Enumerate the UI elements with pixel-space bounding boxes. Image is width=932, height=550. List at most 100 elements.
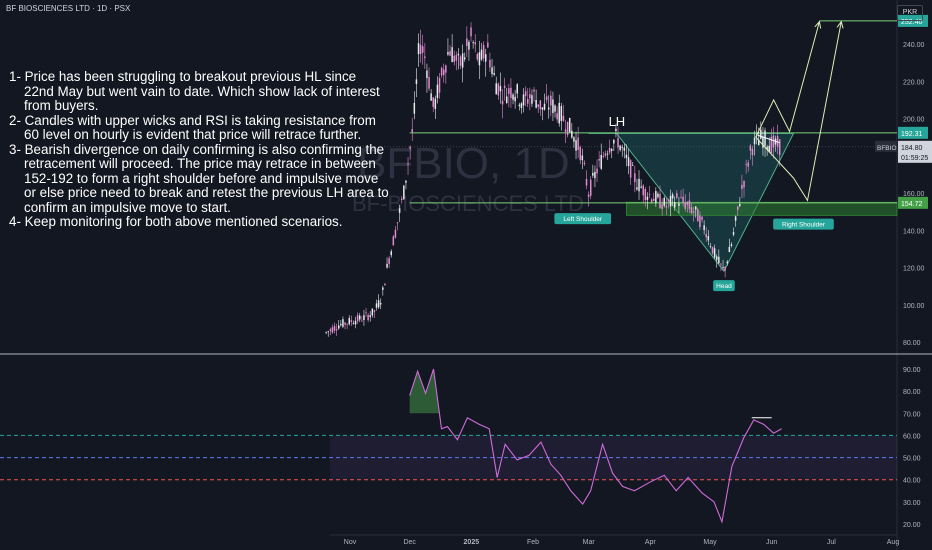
candle-body <box>508 88 510 94</box>
candle-body <box>619 145 621 151</box>
candle-body <box>747 162 749 167</box>
price-tick-120: 120.00 <box>903 266 925 273</box>
candle-body <box>648 193 651 195</box>
candle-body <box>409 146 411 149</box>
note-4: 4- Keep monitoring for both above mentio… <box>9 214 343 229</box>
candle-body <box>650 199 653 203</box>
candle-body <box>337 325 340 329</box>
rsi-tick-20: 20.00 <box>903 522 921 529</box>
candle-body <box>524 91 527 97</box>
candle-body <box>491 67 493 75</box>
candle-body <box>392 236 395 246</box>
candle-body <box>384 283 386 286</box>
candle-body <box>369 315 371 318</box>
time-tick-may: May <box>703 539 717 546</box>
price-tick-200: 200.00 <box>903 117 925 124</box>
candle-body <box>516 84 518 94</box>
candle-body <box>678 203 680 206</box>
last-price-symbol: BFBIO <box>877 145 897 152</box>
candle-body <box>545 96 548 101</box>
last-price-countdown: 01:59:25 <box>901 155 928 162</box>
candle-body <box>426 70 428 79</box>
candle-body <box>514 96 516 102</box>
candle-body <box>480 49 483 60</box>
last-price-bg <box>898 140 932 163</box>
time-tick-2025: 2025 <box>464 539 480 546</box>
candle-body <box>703 225 705 231</box>
candle-body <box>386 263 388 268</box>
candle-body <box>642 185 644 196</box>
candle-body <box>363 315 365 321</box>
candle-body <box>581 155 584 161</box>
candle-body <box>631 164 634 166</box>
candle-body <box>461 53 464 68</box>
candle-body <box>346 323 348 325</box>
candle-body <box>505 96 508 104</box>
time-tick-jun: Jun <box>766 539 777 546</box>
candle-body <box>715 256 718 260</box>
candle-body <box>615 128 617 132</box>
badge-left-shoulder: Left Shoulder <box>563 216 603 223</box>
candle-body <box>571 130 573 138</box>
candle-body <box>562 115 565 121</box>
candle-body <box>348 318 350 325</box>
candle-body <box>659 193 661 209</box>
price-tick-80: 80.00 <box>903 340 921 347</box>
support-zone <box>625 201 898 216</box>
candle-body <box>640 186 642 188</box>
candle-body <box>589 179 592 196</box>
level-tag-bg-0 <box>898 126 928 139</box>
candle-body <box>344 322 346 325</box>
candle-body <box>430 93 432 101</box>
candle-body <box>724 266 726 271</box>
candle-body <box>613 139 615 144</box>
candle-body <box>598 158 600 161</box>
candle-body <box>510 87 512 98</box>
candle-body <box>778 139 781 156</box>
candle-body <box>379 303 382 305</box>
candle-body <box>709 246 712 247</box>
price-tick-240: 240.00 <box>903 42 925 49</box>
candle-body <box>373 310 376 312</box>
candle-body <box>671 194 674 199</box>
candle-body <box>552 99 554 114</box>
candle-body <box>579 147 581 161</box>
candle-body <box>522 94 525 106</box>
candle-body <box>606 153 609 155</box>
candle-body <box>335 329 338 331</box>
candle-body <box>739 204 741 207</box>
candle-body <box>333 325 336 331</box>
price-tick-160: 160.00 <box>903 191 925 198</box>
candle-body <box>442 69 445 76</box>
level-tag-2: 252.40 <box>901 19 923 26</box>
rsi-band <box>330 435 897 480</box>
candle-body <box>566 121 569 136</box>
candle-body <box>361 320 363 322</box>
badge-bg-1 <box>554 213 612 225</box>
candle-body <box>690 207 693 214</box>
time-tick-feb: Feb <box>527 539 539 546</box>
candle-body <box>749 145 752 151</box>
candle-body <box>550 95 552 106</box>
candle-body <box>396 222 399 224</box>
candle-body <box>455 55 458 61</box>
candle-body <box>638 178 640 192</box>
candle-body <box>711 246 714 254</box>
candle-body <box>583 162 586 165</box>
candle-body <box>329 329 332 331</box>
badge-head: Head <box>716 283 732 290</box>
note-3: 3- Bearish divergence on daily confirmin… <box>9 141 389 215</box>
candle-body <box>661 204 663 210</box>
candle-body <box>684 202 686 209</box>
projection-path-1 <box>755 21 842 202</box>
candle-body <box>736 206 739 210</box>
candle-body <box>587 194 590 197</box>
candle-body <box>682 196 684 203</box>
candle-body <box>495 83 497 95</box>
candle-body <box>592 172 594 176</box>
candle-body <box>743 181 745 188</box>
currency-badge[interactable]: PKR <box>897 5 923 21</box>
candle-body <box>367 314 369 321</box>
